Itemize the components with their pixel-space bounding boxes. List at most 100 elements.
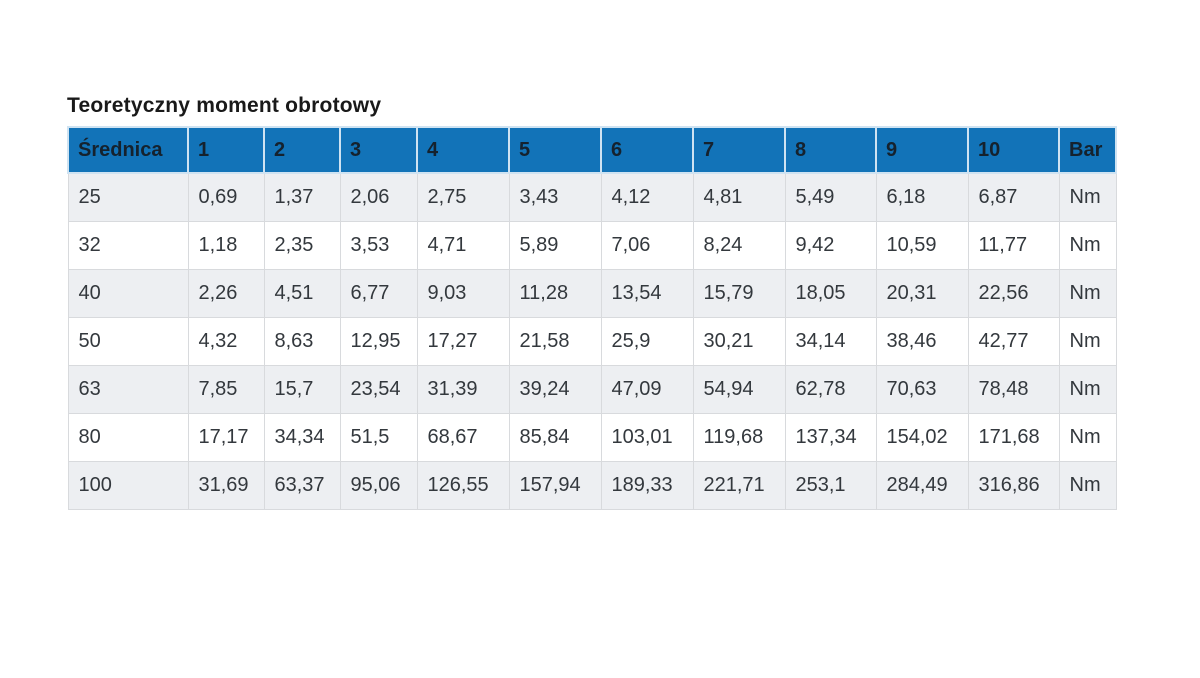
value-cell: 78,48 (967, 365, 1060, 414)
table-title: Teoretyczny moment obrotowy (67, 94, 382, 117)
table-row: 32 1,18 2,35 3,53 4,71 5,89 7,06 8,24 9,42 10,59 1… (67, 221, 1117, 270)
value-cell: 11,77 (967, 221, 1060, 270)
column-header-5: 5 (508, 126, 602, 174)
value-cell: 4,51 (263, 269, 341, 318)
value-cell: 15,7 (263, 365, 341, 414)
unit-cell: Nm (1058, 461, 1117, 510)
unit-cell: Nm (1058, 221, 1117, 270)
column-header-9: 9 (875, 126, 969, 174)
value-cell: 1,37 (263, 172, 341, 222)
value-cell: 23,54 (339, 365, 418, 414)
value-cell: 12,95 (339, 317, 418, 366)
value-cell: 253,1 (784, 461, 877, 510)
diameter-cell: 40 (67, 269, 189, 318)
value-cell: 5,89 (508, 221, 602, 270)
value-cell: 8,24 (692, 221, 786, 270)
value-cell: 17,27 (416, 317, 510, 366)
value-cell: 34,34 (263, 413, 341, 462)
unit-cell: Nm (1058, 365, 1117, 414)
value-cell: 38,46 (875, 317, 969, 366)
value-cell: 13,54 (600, 269, 694, 318)
diameter-cell: 32 (67, 221, 189, 270)
value-cell: 15,79 (692, 269, 786, 318)
value-cell: 6,77 (339, 269, 418, 318)
value-cell: 30,21 (692, 317, 786, 366)
value-cell: 7,06 (600, 221, 694, 270)
content-area: Teoretyczny moment obrotowy Średnica 1 2 3 4… (67, 94, 1117, 510)
value-cell: 6,18 (875, 172, 969, 222)
value-cell: 62,78 (784, 365, 877, 414)
value-cell: 221,71 (692, 461, 786, 510)
value-cell: 284,49 (875, 461, 969, 510)
value-cell: 42,77 (967, 317, 1060, 366)
value-cell: 119,68 (692, 413, 786, 462)
value-cell: 31,69 (187, 461, 265, 510)
unit-cell: Nm (1058, 317, 1117, 366)
column-header-diameter: Średnica (67, 126, 189, 174)
column-header-6: 6 (600, 126, 694, 174)
value-cell: 126,55 (416, 461, 510, 510)
value-cell: 171,68 (967, 413, 1060, 462)
table-row: 50 4,32 8,63 12,95 17,27 21,58 25,9 30,21 34,14 3… (67, 317, 1117, 366)
column-header-bar: Bar (1058, 126, 1117, 174)
value-cell: 2,35 (263, 221, 341, 270)
value-cell: 95,06 (339, 461, 418, 510)
value-cell: 3,43 (508, 172, 602, 222)
value-cell: 1,18 (187, 221, 265, 270)
value-cell: 18,05 (784, 269, 877, 318)
table-row: 40 2,26 4,51 6,77 9,03 11,28 13,54 15,79 18,05 20… (67, 269, 1117, 318)
value-cell: 70,63 (875, 365, 969, 414)
value-cell: 9,03 (416, 269, 510, 318)
value-cell: 11,28 (508, 269, 602, 318)
value-cell: 31,39 (416, 365, 510, 414)
table-row: 25 0,69 1,37 2,06 2,75 3,43 4,12 4,81 5,49 6,18 6,… (67, 172, 1117, 222)
value-cell: 137,34 (784, 413, 877, 462)
value-cell: 10,59 (875, 221, 969, 270)
column-header-3: 3 (339, 126, 418, 174)
table-row: 63 7,85 15,7 23,54 31,39 39,24 47,09 54,94 62,78… (67, 365, 1117, 414)
column-header-1: 1 (187, 126, 265, 174)
value-cell: 2,06 (339, 172, 418, 222)
value-cell: 4,71 (416, 221, 510, 270)
value-cell: 103,01 (600, 413, 694, 462)
value-cell: 20,31 (875, 269, 969, 318)
value-cell: 6,87 (967, 172, 1060, 222)
value-cell: 316,86 (967, 461, 1060, 510)
value-cell: 63,37 (263, 461, 341, 510)
value-cell: 54,94 (692, 365, 786, 414)
value-cell: 4,12 (600, 172, 694, 222)
value-cell: 39,24 (508, 365, 602, 414)
value-cell: 22,56 (967, 269, 1060, 318)
diameter-cell: 100 (67, 461, 189, 510)
value-cell: 17,17 (187, 413, 265, 462)
diameter-cell: 63 (67, 365, 189, 414)
column-header-7: 7 (692, 126, 786, 174)
value-cell: 4,32 (187, 317, 265, 366)
value-cell: 68,67 (416, 413, 510, 462)
column-header-4: 4 (416, 126, 510, 174)
diameter-cell: 25 (67, 172, 189, 222)
column-header-10: 10 (967, 126, 1060, 174)
value-cell: 189,33 (600, 461, 694, 510)
value-cell: 9,42 (784, 221, 877, 270)
diameter-cell: 80 (67, 413, 189, 462)
table-row: 100 31,69 63,37 95,06 126,55 157,94 189,33 221,… (67, 461, 1117, 510)
torque-table: Średnica 1 2 3 4 5 6 7 8 9 10 Bar 25 0,69 1,37 2,06 2,7… (67, 126, 1117, 510)
unit-cell: Nm (1058, 413, 1117, 462)
value-cell: 7,85 (187, 365, 265, 414)
column-header-2: 2 (263, 126, 341, 174)
column-header-8: 8 (784, 126, 877, 174)
value-cell: 5,49 (784, 172, 877, 222)
table-row: 80 17,17 34,34 51,5 68,67 85,84 103,01 119,68 13… (67, 413, 1117, 462)
value-cell: 47,09 (600, 365, 694, 414)
value-cell: 3,53 (339, 221, 418, 270)
unit-cell: Nm (1058, 172, 1117, 222)
value-cell: 8,63 (263, 317, 341, 366)
value-cell: 34,14 (784, 317, 877, 366)
value-cell: 157,94 (508, 461, 602, 510)
value-cell: 154,02 (875, 413, 969, 462)
value-cell: 51,5 (339, 413, 418, 462)
value-cell: 2,75 (416, 172, 510, 222)
value-cell: 0,69 (187, 172, 265, 222)
value-cell: 85,84 (508, 413, 602, 462)
